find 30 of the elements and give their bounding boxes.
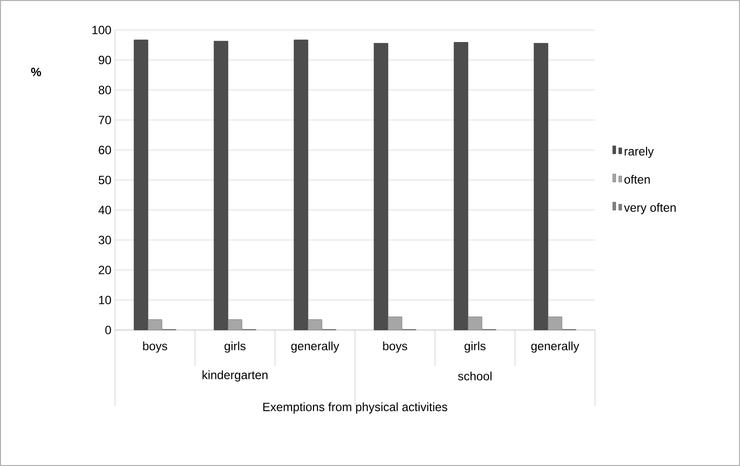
legend-label: very often	[624, 203, 676, 214]
y-tick-label: 0	[105, 326, 112, 334]
bar	[374, 42, 388, 330]
y-tick-label: 40	[98, 206, 112, 214]
x-tick-label: girls	[464, 342, 486, 353]
x-axis-title: Exemptions from physical activities	[263, 402, 448, 414]
legend-label: rarely	[624, 146, 654, 158]
x-tick-label: girls	[224, 342, 246, 353]
bar	[134, 40, 148, 330]
bar	[454, 42, 468, 330]
y-tick-label: 20	[98, 266, 112, 274]
y-tick-label: 10	[99, 296, 112, 304]
y-axis-title: %	[31, 68, 42, 76]
y-tick-label: 60	[98, 146, 112, 154]
bar	[534, 42, 548, 330]
y-tick-label: 70	[98, 116, 112, 124]
x-tick-label: generally	[531, 342, 580, 353]
text: kindergarten	[202, 370, 268, 382]
x-tick-label: boys	[383, 342, 408, 353]
bar	[294, 40, 308, 330]
y-tick-label: 100	[92, 26, 112, 34]
y-tick-label: 80	[98, 86, 112, 94]
bar	[214, 40, 228, 330]
legend-label: often	[624, 174, 650, 184]
y-tick-label: 50	[98, 176, 112, 184]
text: school	[458, 372, 492, 380]
x-tick-label: generally	[291, 342, 340, 353]
x-tick-label: boys	[143, 342, 168, 353]
y-tick-label: 90	[98, 56, 112, 64]
y-tick-label: 30	[98, 236, 112, 244]
